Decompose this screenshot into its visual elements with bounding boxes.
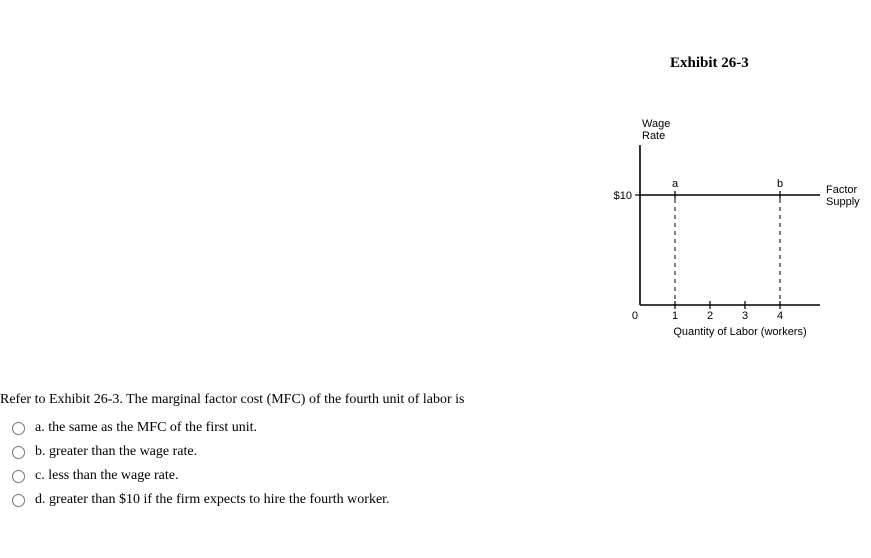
exhibit-title: Exhibit 26-3 (670, 55, 749, 72)
chart-svg: WageRate $10 FactorSupply 0 1 2 3 4 Quantity of … (600, 110, 860, 340)
option-radio-a[interactable] (12, 422, 25, 435)
question-stem: Refer to Exhibit 26-3. The marginal fact… (0, 392, 465, 408)
option-row-c: c. less than the wage rate. (12, 468, 465, 484)
y-axis-label-2: Rate (642, 130, 665, 142)
supply-label-2: Supply (826, 196, 860, 208)
y-axis-label-1: Wage (642, 118, 670, 130)
options-container: a. the same as the MFC of the first unit… (0, 420, 465, 508)
option-row-b: b. greater than the wage rate. (12, 444, 465, 460)
x-tick-2: 2 (707, 310, 713, 322)
option-label-b: b. greater than the wage rate. (35, 444, 197, 460)
option-row-a: a. the same as the MFC of the first unit… (12, 420, 465, 436)
option-label-d: d. greater than $10 if the firm expects … (35, 492, 390, 508)
exhibit-chart: WageRate $10 FactorSupply 0 1 2 3 4 Quantity of … (600, 110, 860, 340)
option-row-d: d. greater than $10 if the firm expects … (12, 492, 465, 508)
x-tick-4: 4 (777, 310, 783, 322)
x-axis-label: Quantity of Labor (workers) (673, 326, 806, 338)
option-label-c: c. less than the wage rate. (35, 468, 178, 484)
option-radio-b[interactable] (12, 446, 25, 459)
point-label-b: b (777, 178, 783, 190)
x-tick-1: 1 (672, 310, 678, 322)
origin-label: 0 (632, 310, 638, 322)
question-block: Refer to Exhibit 26-3. The marginal fact… (0, 392, 465, 516)
point-label-a: a (672, 178, 679, 190)
x-tick-3: 3 (742, 310, 748, 322)
option-radio-c[interactable] (12, 470, 25, 483)
y-tick-label: $10 (614, 190, 632, 202)
option-radio-d[interactable] (12, 494, 25, 507)
supply-label-1: Factor (826, 184, 858, 196)
option-label-a: a. the same as the MFC of the first unit… (35, 420, 257, 436)
